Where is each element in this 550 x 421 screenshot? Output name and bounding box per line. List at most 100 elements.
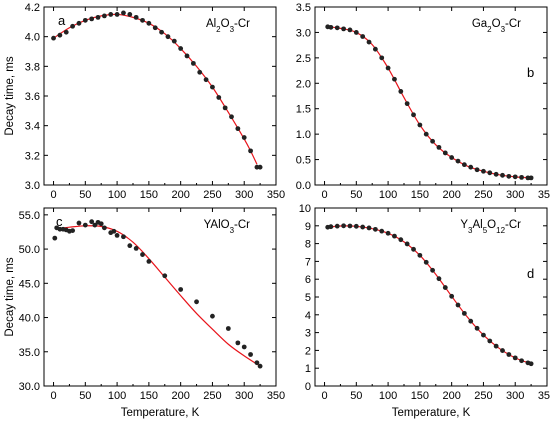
data-point: [430, 138, 435, 144]
compound-text: -Cr: [234, 219, 250, 231]
data-point: [194, 299, 199, 305]
y-tick-label: 50.0: [19, 244, 40, 256]
y-axis-title: Decay time, ms: [4, 257, 16, 336]
data-point: [89, 16, 95, 22]
data-point: [159, 29, 164, 35]
compound-subscript: 2: [216, 25, 221, 34]
data-point: [241, 344, 247, 350]
x-tick-label: 50: [79, 189, 91, 201]
data-point: [506, 352, 512, 357]
data-point: [423, 259, 429, 265]
data-point: [197, 69, 203, 75]
data-point: [455, 158, 461, 164]
x-tick-label: 150: [140, 189, 158, 201]
compound-subscript: 5: [483, 226, 488, 235]
data-point: [519, 358, 524, 364]
data-point: [528, 361, 534, 367]
data-point: [353, 30, 359, 35]
x-tick-label: 50: [350, 189, 362, 201]
data-point: [225, 326, 231, 331]
data-point: [366, 39, 372, 45]
y-tick-label: 3.4: [25, 121, 40, 133]
compound-text: -Cr: [505, 219, 521, 231]
x-tick-label: 350: [538, 189, 550, 201]
compound-text: O: [492, 18, 501, 30]
data-point: [468, 164, 474, 170]
y-tick-label: 9: [305, 221, 311, 233]
data-point: [108, 12, 114, 17]
y-tick-label: 0: [305, 381, 311, 393]
data-point: [481, 168, 486, 174]
data-point: [210, 84, 215, 90]
data-point: [449, 293, 455, 299]
y-tick-label: 1.5: [296, 104, 311, 116]
x-tick-label: 100: [108, 390, 126, 402]
panel-d: 050100150200250300350012345678910Tempera…: [299, 203, 550, 419]
x-tick-label: 0: [321, 390, 327, 402]
y-tick-label: 6: [305, 274, 311, 286]
data-point: [52, 235, 58, 241]
x-tick-label: 250: [474, 189, 492, 201]
compound-label: Al2O3-Cr: [206, 18, 250, 34]
compound-subscript: 3: [230, 25, 235, 34]
data-point: [178, 46, 184, 51]
data-point: [235, 340, 241, 346]
panel-letter: b: [527, 65, 534, 80]
data-point: [63, 29, 69, 35]
data-point: [95, 14, 101, 20]
data-point: [500, 172, 505, 178]
data-point: [101, 225, 107, 231]
data-point: [372, 226, 378, 232]
y-tick-label: 3.2: [25, 150, 40, 162]
panel-a: 0 50 100 150 200 250 300 350 3.0 3.2 3.4 3.6 3.8 4.0 4…: [4, 2, 285, 201]
compound-text: Al: [206, 18, 216, 30]
data-point: [341, 223, 347, 229]
fit-curve: [327, 26, 532, 179]
compound-subscript: 3: [501, 25, 506, 34]
data-point: [506, 173, 512, 179]
data-point: [423, 131, 429, 137]
data-point: [474, 325, 480, 331]
data-point: [519, 174, 524, 180]
data-point: [442, 285, 448, 290]
data-point: [51, 35, 56, 41]
data-point: [385, 230, 391, 236]
data-point: [461, 162, 467, 168]
y-tick-label: 10: [299, 203, 311, 215]
y-tick-label: 3.0: [296, 27, 311, 39]
y-tick-label: 3.6: [25, 91, 40, 103]
x-tick-label: 200: [442, 189, 460, 201]
data-point: [229, 114, 234, 120]
x-tick-label: 300: [235, 189, 253, 201]
y-tick-label: 4: [305, 310, 311, 322]
data-point: [474, 167, 480, 173]
data-point: [360, 224, 366, 230]
y-axis-title: Decay time, ms: [4, 56, 16, 135]
y-tick-label: 45.0: [19, 278, 40, 290]
data-point: [146, 259, 152, 264]
data-point: [70, 228, 76, 233]
plot-frame: [314, 207, 548, 387]
data-point: [248, 352, 253, 357]
data-point: [111, 228, 117, 234]
x-tick-label: 300: [506, 390, 524, 402]
data-point: [82, 222, 88, 228]
x-tick-label: 250: [203, 390, 221, 402]
data-point: [127, 12, 133, 17]
y-tick-label: 40.0: [19, 313, 40, 325]
x-tick-label: 300: [235, 390, 253, 402]
compound-subscript: 12: [496, 226, 505, 235]
panel-letter: c: [56, 214, 63, 229]
y-tick-label: 35.0: [19, 347, 40, 359]
y-tick-label: 0.0: [296, 180, 311, 192]
y-tick-label: 30.0: [19, 381, 40, 393]
data-point: [347, 223, 353, 229]
x-tick-label: 100: [379, 390, 397, 402]
data-point: [76, 20, 82, 26]
data-point: [190, 60, 196, 66]
data-point: [171, 38, 177, 44]
data-point: [404, 101, 410, 107]
data-point: [341, 26, 347, 32]
x-tick-label: 300: [506, 189, 524, 201]
